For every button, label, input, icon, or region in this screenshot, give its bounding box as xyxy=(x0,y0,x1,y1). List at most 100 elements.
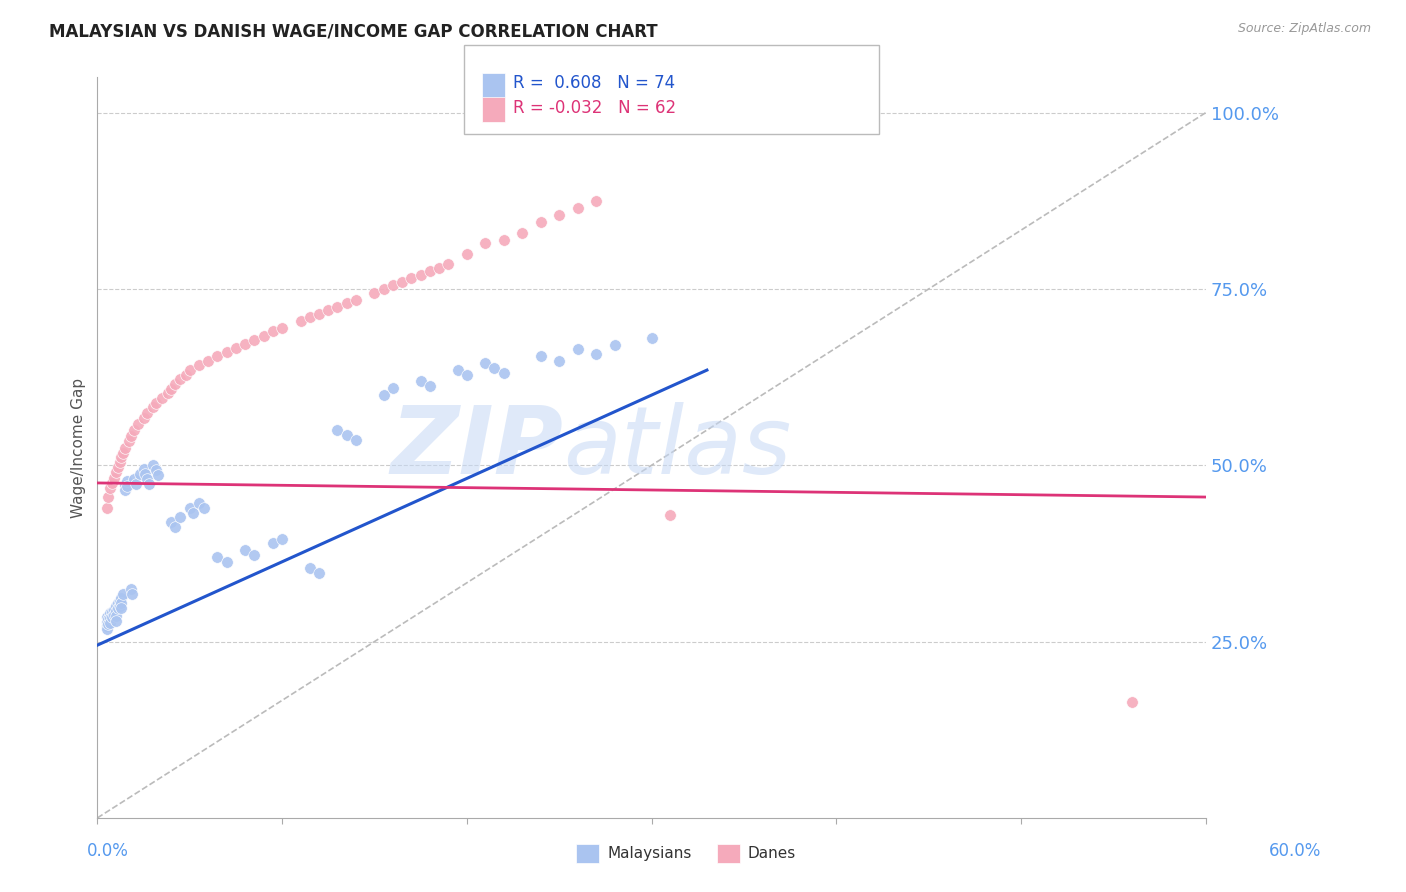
Point xyxy=(308,566,330,580)
Point xyxy=(160,515,183,529)
Point xyxy=(132,411,155,425)
Point xyxy=(401,271,423,285)
Point xyxy=(98,481,121,495)
Point xyxy=(125,477,148,491)
Point xyxy=(179,363,201,377)
Point xyxy=(187,358,209,372)
Point xyxy=(110,450,132,464)
Point xyxy=(492,366,515,380)
Point xyxy=(640,331,662,345)
Text: Danes: Danes xyxy=(748,847,796,861)
Point xyxy=(298,310,321,325)
Point xyxy=(142,458,165,473)
Point xyxy=(316,303,339,318)
Point xyxy=(262,324,284,338)
Point xyxy=(104,599,127,614)
Point xyxy=(381,278,404,293)
Point xyxy=(174,368,197,382)
Point xyxy=(567,201,589,215)
Point xyxy=(169,372,191,386)
Text: ZIP: ZIP xyxy=(389,401,562,493)
Point xyxy=(419,264,441,278)
Point xyxy=(326,423,349,437)
Point xyxy=(326,300,349,314)
Point xyxy=(548,208,571,222)
Point xyxy=(104,466,127,480)
Point xyxy=(103,607,125,622)
Point xyxy=(145,463,167,477)
Text: Malaysians: Malaysians xyxy=(607,847,692,861)
Point xyxy=(207,349,229,363)
Point xyxy=(290,314,312,328)
Point xyxy=(437,257,460,271)
Text: MALAYSIAN VS DANISH WAGE/INCOME GAP CORRELATION CHART: MALAYSIAN VS DANISH WAGE/INCOME GAP CORR… xyxy=(49,22,658,40)
Point xyxy=(271,320,294,334)
Point xyxy=(197,354,219,368)
Point xyxy=(179,500,201,515)
Point xyxy=(456,246,478,260)
Point xyxy=(96,622,118,636)
Point xyxy=(391,275,413,289)
Point xyxy=(97,617,120,632)
Point xyxy=(120,428,142,442)
Point xyxy=(510,226,533,240)
Point xyxy=(98,607,121,621)
Point xyxy=(659,508,682,522)
Point xyxy=(145,396,167,410)
Text: atlas: atlas xyxy=(562,402,792,493)
Point xyxy=(252,328,274,343)
Point xyxy=(187,496,209,510)
Point xyxy=(233,337,256,351)
Point xyxy=(96,500,118,515)
Point xyxy=(114,441,136,455)
Point xyxy=(120,582,142,596)
Point xyxy=(298,560,321,574)
Y-axis label: Wage/Income Gap: Wage/Income Gap xyxy=(72,377,86,517)
Point xyxy=(136,406,159,420)
Point xyxy=(344,433,367,447)
Point xyxy=(492,233,515,247)
Point xyxy=(585,347,607,361)
Point xyxy=(124,423,146,437)
Point xyxy=(107,600,129,615)
Point xyxy=(409,268,432,282)
Point xyxy=(138,476,160,491)
Point xyxy=(118,434,141,448)
Point xyxy=(96,610,118,624)
Text: 0.0%: 0.0% xyxy=(87,842,129,860)
Point xyxy=(101,610,124,624)
Point xyxy=(97,490,120,504)
Point xyxy=(271,533,294,547)
Point xyxy=(128,467,150,481)
Point xyxy=(336,428,359,442)
Point xyxy=(1121,695,1143,709)
Point xyxy=(243,548,266,562)
Point xyxy=(107,459,129,474)
Point xyxy=(530,215,553,229)
Point xyxy=(381,381,404,395)
Text: R = -0.032   N = 62: R = -0.032 N = 62 xyxy=(513,99,676,117)
Point xyxy=(104,614,127,628)
Point xyxy=(163,377,186,392)
Point xyxy=(530,349,553,363)
Point xyxy=(215,345,238,359)
Point xyxy=(363,285,385,300)
Point xyxy=(142,401,165,415)
Point xyxy=(262,536,284,550)
Point xyxy=(163,519,186,533)
Point xyxy=(110,600,132,615)
Point xyxy=(101,475,124,490)
Point xyxy=(98,611,121,625)
Point xyxy=(101,605,124,619)
Point xyxy=(183,506,205,520)
Point xyxy=(474,236,496,251)
Point xyxy=(112,445,135,459)
Point xyxy=(115,474,138,488)
Point xyxy=(127,417,149,432)
Point xyxy=(548,354,571,368)
Point xyxy=(427,260,450,275)
Point xyxy=(344,293,367,307)
Point xyxy=(104,609,127,624)
Point xyxy=(136,472,159,486)
Text: R =  0.608   N = 74: R = 0.608 N = 74 xyxy=(513,74,675,92)
